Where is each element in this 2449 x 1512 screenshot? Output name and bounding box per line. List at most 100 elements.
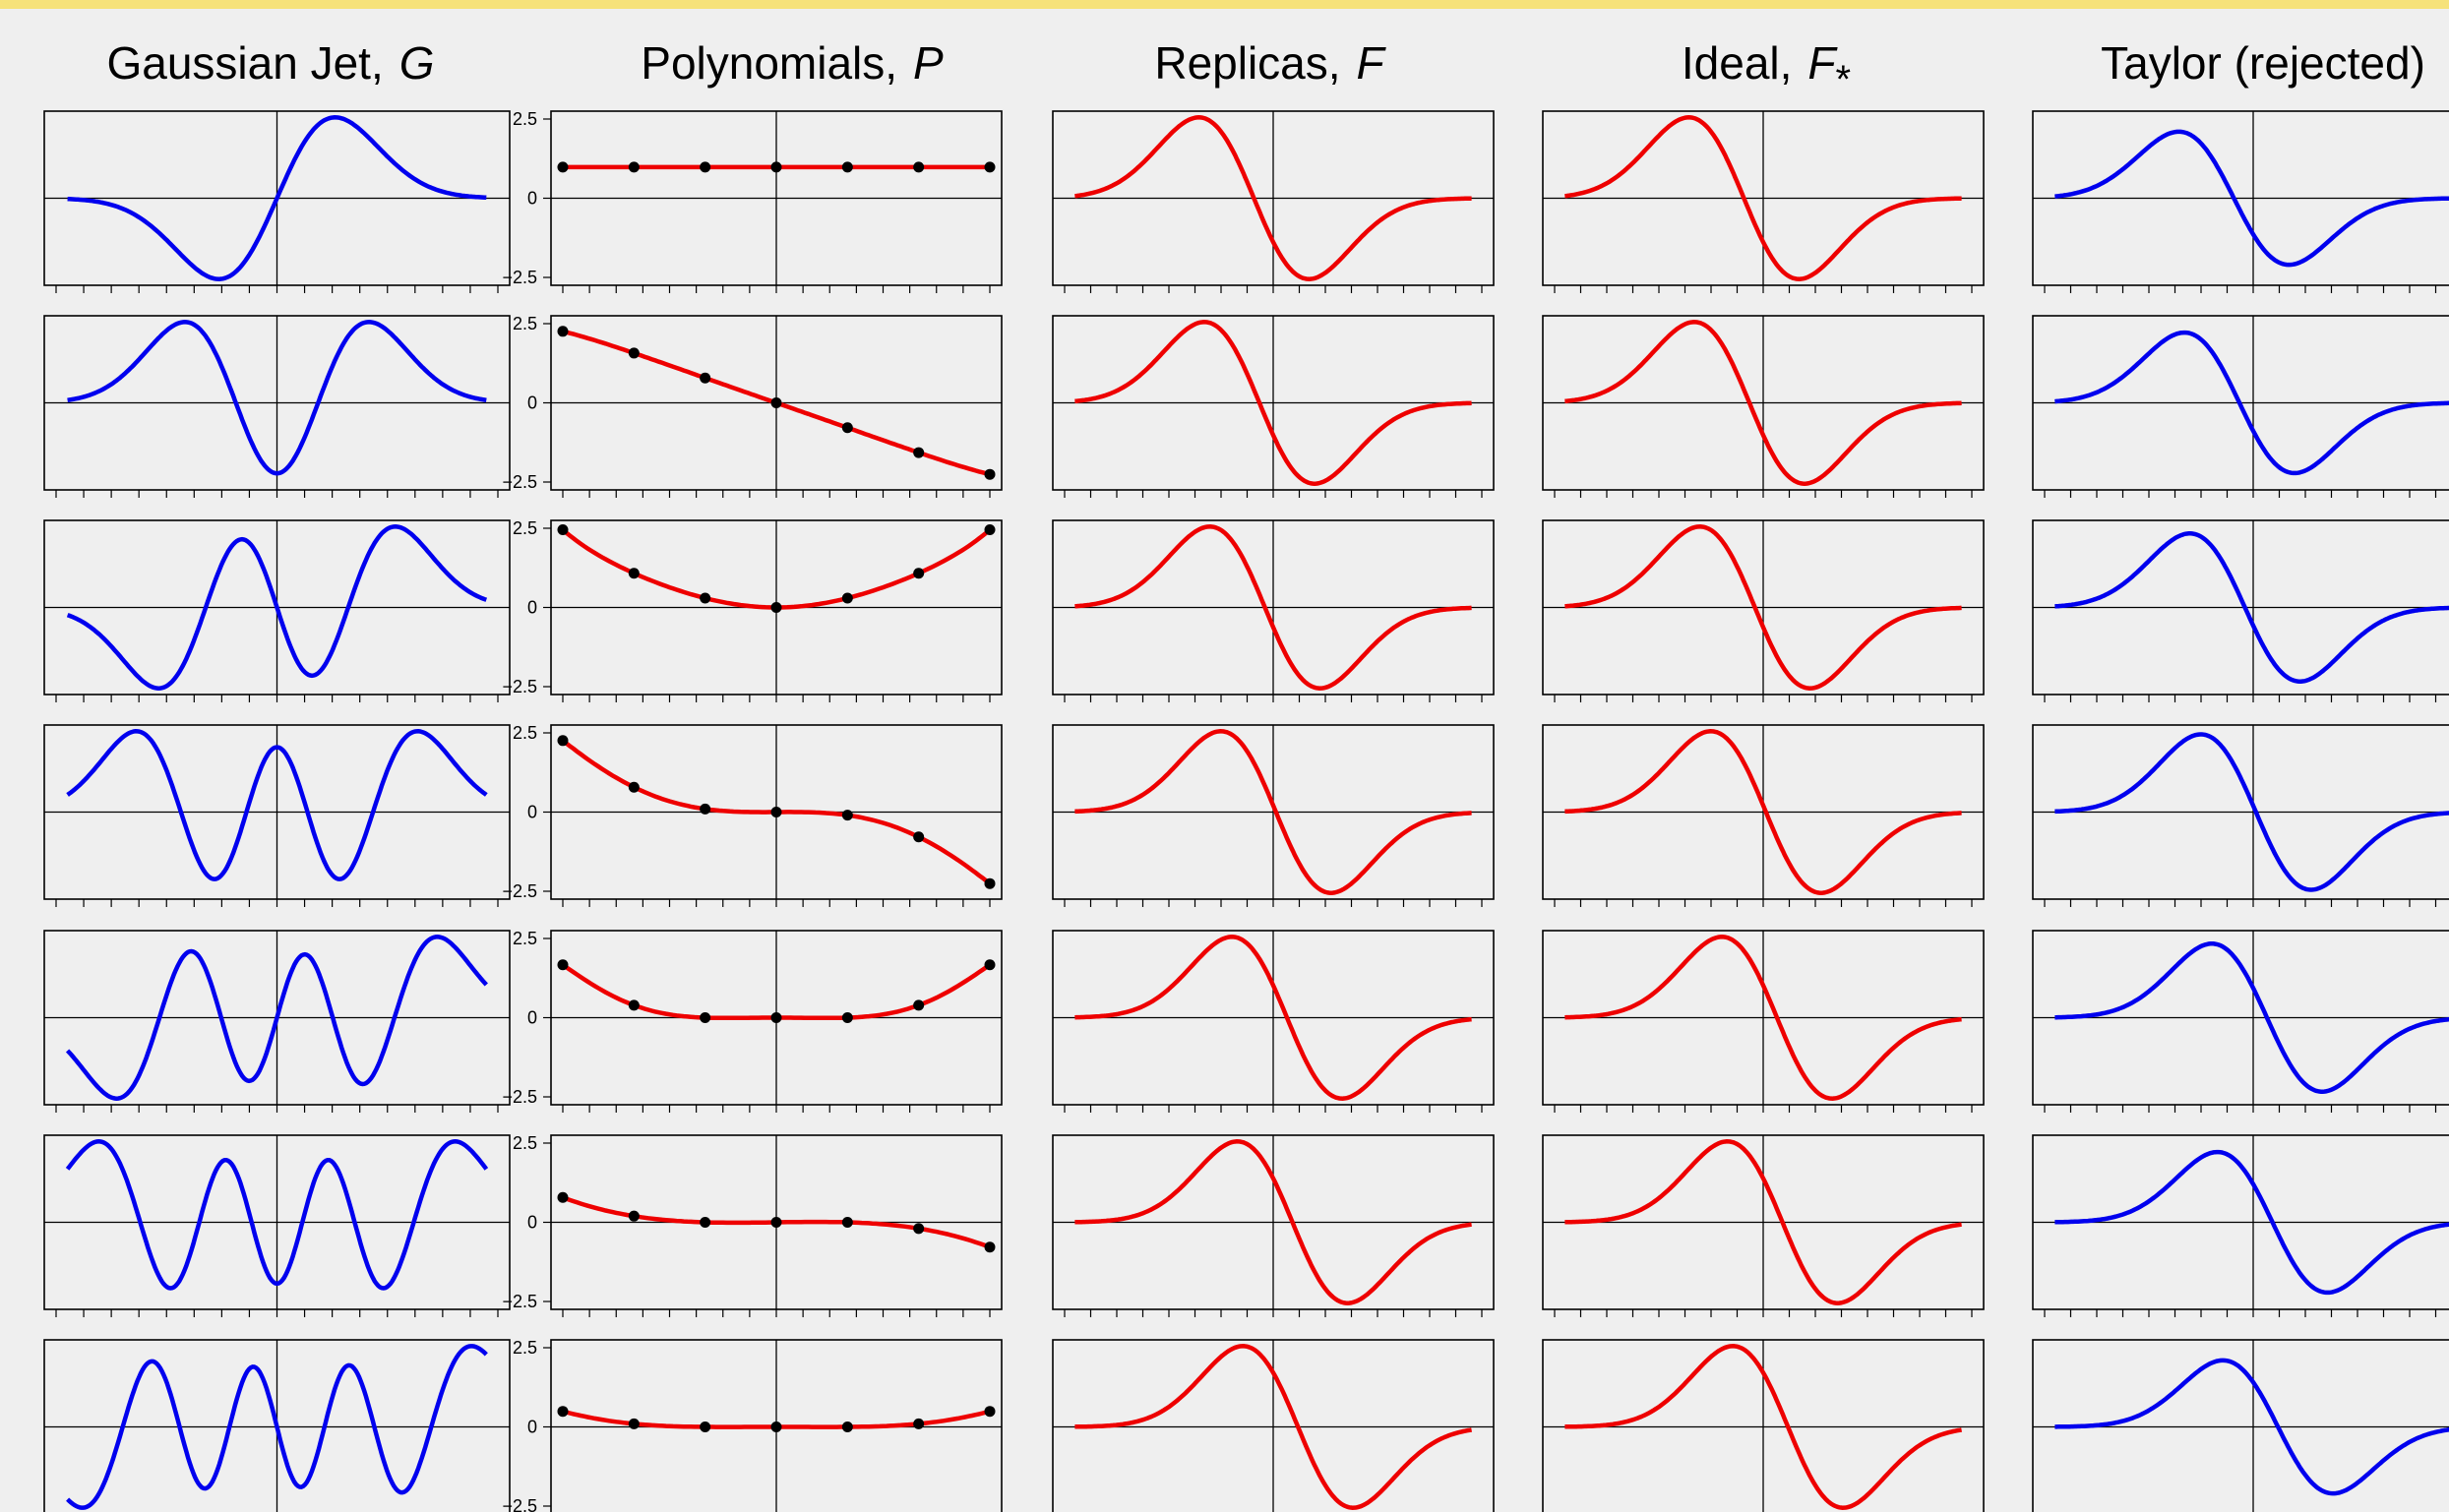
panel-c3-r1: [1542, 315, 1985, 498]
panel-c1-r5: 2.5 0 −2.5: [502, 1133, 1003, 1317]
y-tick-label: −2.5: [502, 268, 537, 287]
y-tick-label: 2.5: [513, 929, 537, 948]
polynomial-point: [913, 447, 925, 458]
column-title-0: Gaussian Jet, G: [106, 37, 434, 89]
column-title-text: Gaussian Jet,: [106, 37, 383, 89]
polynomial-point: [628, 347, 640, 359]
polynomial-point: [984, 959, 996, 971]
y-tick-label: 0: [527, 189, 537, 209]
polynomial-point: [913, 568, 925, 579]
panel-c1-r4: 2.5 0 −2.5: [502, 929, 1003, 1113]
replica-line: [1074, 1139, 1472, 1305]
panel-c3-r5: [1542, 1134, 1985, 1317]
column-title-1: Polynomials, P: [641, 37, 944, 89]
polynomial-point: [770, 807, 782, 817]
polynomial-point: [913, 999, 925, 1011]
taylor-line: [2054, 941, 2449, 1094]
polynomial-point: [841, 810, 853, 821]
panel-c4-r1: [2032, 315, 2449, 498]
polynomial-point: [913, 161, 925, 173]
polynomial-point: [557, 1406, 569, 1418]
column-title-text: Taylor (rejected): [2101, 37, 2425, 89]
panel-c1-r6: 2.5 0 −2.5: [502, 1338, 1003, 1512]
polynomial-point: [770, 1217, 782, 1228]
polynomial-point: [557, 959, 569, 971]
taylor-line: [2054, 1149, 2449, 1296]
y-tick-label: 0: [527, 598, 537, 618]
gaussian-jet-line: [65, 1139, 489, 1291]
taylor-line: [2054, 732, 2449, 892]
y-tick-label: 2.5: [513, 1338, 537, 1358]
panel-c0-r0: [43, 110, 511, 293]
polynomial-point: [984, 1241, 996, 1253]
gaussian-jet-line: [67, 320, 487, 476]
y-tick-label: 0: [527, 1418, 537, 1437]
polynomial-point: [628, 161, 640, 173]
polynomial-point: [913, 1418, 925, 1429]
y-tick-label: −2.5: [502, 677, 537, 696]
polynomial-point: [700, 803, 711, 815]
replica-line: [1074, 729, 1472, 895]
panel-c2-r1: [1052, 315, 1495, 498]
panel-c0-r6: [43, 1339, 511, 1512]
gaussian-jet-line: [66, 729, 488, 881]
polynomial-point: [770, 1421, 782, 1432]
y-tick-label: 0: [527, 803, 537, 822]
panel-c1-r0: 2.5 0 −2.5: [502, 109, 1003, 293]
polynomial-point: [700, 592, 711, 604]
y-tick-label: −2.5: [502, 1496, 537, 1512]
column-title-3: Ideal, F*: [1682, 37, 1851, 101]
column-title-text: Replicas,: [1154, 37, 1340, 89]
polynomial-point: [841, 1012, 853, 1023]
polynomial-point: [700, 1012, 711, 1023]
panel-c2-r5: [1052, 1134, 1495, 1317]
polynomial-point: [841, 1217, 853, 1228]
column-title-symbol: G: [399, 37, 435, 89]
ideal-line: [1564, 320, 1962, 486]
panel-c4-r3: [2032, 724, 2449, 907]
column-title-subscript: *: [1836, 58, 1852, 101]
panel-c0-r5: [43, 1134, 511, 1317]
polynomial-point: [984, 161, 996, 173]
replica-line: [1074, 524, 1472, 691]
polynomial-point: [984, 523, 996, 535]
polynomial-point: [700, 161, 711, 173]
y-tick-label: 0: [527, 1008, 537, 1028]
panel-c2-r0: [1052, 110, 1495, 293]
panel-c0-r1: [43, 315, 511, 498]
polynomial-point: [841, 592, 853, 604]
ideal-line: [1564, 1139, 1962, 1305]
polynomial-point: [770, 397, 782, 408]
column-title-symbol: P: [913, 37, 944, 89]
polynomial-point: [841, 161, 853, 173]
polynomial-point: [628, 781, 640, 793]
ideal-line: [1564, 1344, 1962, 1510]
polynomial-point: [628, 568, 640, 579]
panel-c3-r0: [1542, 110, 1985, 293]
polynomial-point: [557, 1191, 569, 1203]
gaussian-jet-line: [66, 1344, 488, 1510]
polynomial-point: [700, 1421, 711, 1432]
gaussian-jet-line: [65, 935, 488, 1101]
taylor-line: [2054, 129, 2449, 268]
panel-c0-r3: [43, 724, 511, 907]
ideal-line: [1564, 115, 1962, 281]
y-tick-label: 2.5: [513, 723, 537, 743]
panel-c2-r4: [1052, 930, 1495, 1113]
polynomial-point: [557, 326, 569, 337]
polynomial-point: [913, 831, 925, 843]
polynomial-point: [700, 1217, 711, 1228]
polynomial-point: [841, 422, 853, 434]
panel-c3-r6: [1542, 1339, 1985, 1512]
polynomial-point: [770, 161, 782, 173]
column-title-2: Replicas, F: [1154, 37, 1386, 89]
replica-line: [1074, 1344, 1472, 1510]
y-tick-label: 2.5: [513, 109, 537, 129]
polynomial-point: [557, 735, 569, 747]
polynomial-point: [700, 372, 711, 384]
ideal-line: [1564, 729, 1962, 895]
ideal-line: [1564, 524, 1962, 691]
panel-c1-r1: 2.5 0 −2.5: [502, 314, 1003, 498]
y-tick-label: −2.5: [502, 1292, 537, 1311]
